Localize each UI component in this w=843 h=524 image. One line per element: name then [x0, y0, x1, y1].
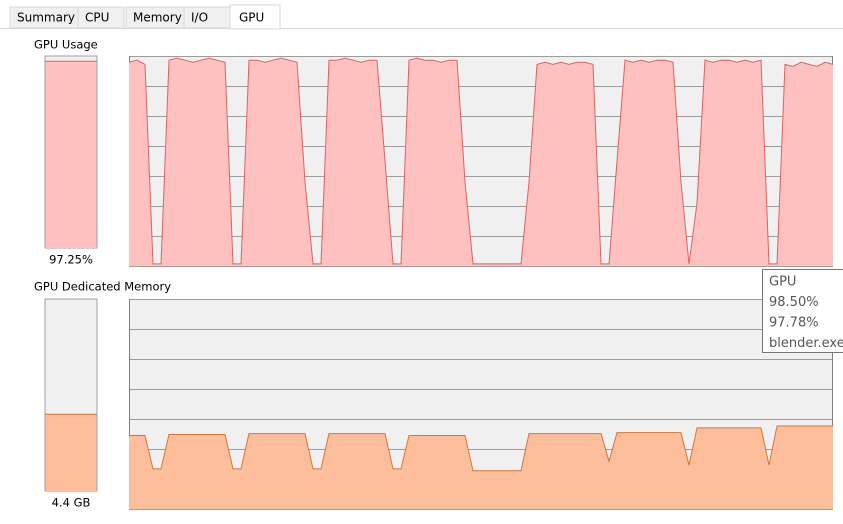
tab-label[interactable]: Summary — [17, 11, 75, 25]
meter-label: 97.25% — [49, 253, 93, 267]
meter-fill — [45, 61, 97, 248]
tab-label[interactable]: CPU — [85, 11, 109, 25]
tab[interactable] — [77, 6, 125, 29]
history-line — [129, 425, 833, 472]
section-title: GPU Dedicated Memory — [34, 280, 171, 294]
tab-label[interactable]: I/O — [191, 11, 208, 25]
tooltip-line: blender.exe — [769, 336, 843, 351]
meter-label: 4.4 GB — [52, 496, 91, 510]
tooltip-line: 97.78% — [769, 316, 819, 331]
meter-fill — [45, 414, 97, 491]
history-line — [128, 57, 834, 265]
tab-label[interactable]: GPU — [239, 11, 264, 25]
section-title: GPU Usage — [34, 38, 98, 52]
history-area — [129, 426, 833, 509]
tooltip: GPU 98.50% 97.78% blender.exe — [762, 269, 843, 353]
tooltip-line: GPU — [769, 275, 796, 290]
tab[interactable] — [229, 4, 281, 30]
tab-label[interactable]: Memory — [133, 11, 182, 25]
tooltip-box — [762, 269, 843, 353]
history-area — [129, 58, 833, 266]
tooltip-line: 98.50% — [769, 295, 819, 310]
